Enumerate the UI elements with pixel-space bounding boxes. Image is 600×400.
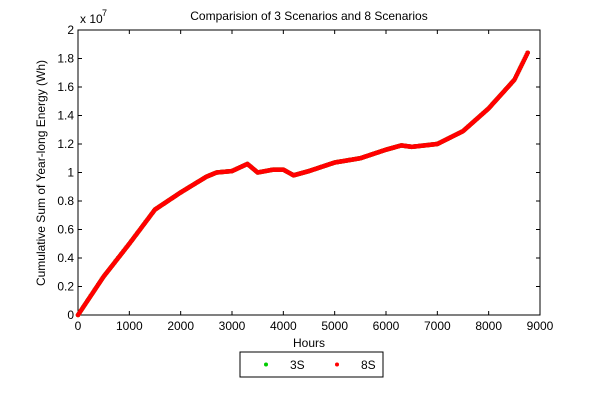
series-8s bbox=[75, 50, 530, 318]
y-exponent-text: 7 bbox=[102, 8, 107, 18]
x-tick-label: 3000 bbox=[219, 319, 246, 333]
series-layer bbox=[75, 50, 530, 318]
y-tick-label: 1.6 bbox=[57, 80, 74, 94]
x-tick-label: 4000 bbox=[270, 319, 297, 333]
y-tick-label: 0.4 bbox=[57, 251, 74, 265]
legend: 3S 8S bbox=[239, 351, 384, 378]
y-tick-label: 0.8 bbox=[57, 194, 74, 208]
data-point bbox=[525, 50, 530, 56]
legend-marker-8s bbox=[335, 362, 339, 367]
chart-title: Comparision of 3 Scenarios and 8 Scenari… bbox=[190, 9, 427, 23]
legend-label-3s: 3S bbox=[290, 358, 305, 372]
legend-box bbox=[239, 351, 384, 378]
y-tick-label: 0.2 bbox=[57, 280, 74, 294]
legend-label-8s: 8S bbox=[361, 358, 376, 372]
y-exponent-label: x 10 7 bbox=[80, 8, 107, 26]
y-tick-label: 1.4 bbox=[57, 109, 74, 123]
x-tick-label: 2000 bbox=[167, 319, 194, 333]
y-tick-label: 0.6 bbox=[57, 223, 74, 237]
x-tick-label: 0 bbox=[75, 319, 82, 333]
y-multiplier-text: x 10 bbox=[80, 12, 103, 26]
x-tick-label: 8000 bbox=[475, 319, 502, 333]
x-axis-label: Hours bbox=[293, 336, 325, 350]
y-tick-label: 1 bbox=[67, 166, 74, 180]
x-tick-label: 5000 bbox=[321, 319, 348, 333]
x-tick-label: 9000 bbox=[527, 319, 554, 333]
y-tick-label: 1.8 bbox=[57, 52, 74, 66]
y-axis-ticks: 0 0.2 0.4 0.6 0.8 1 1.2 1.4 1.6 1.8 2 bbox=[57, 23, 540, 322]
y-tick-label: 2 bbox=[67, 23, 74, 37]
y-tick-label: 0 bbox=[67, 308, 74, 322]
x-tick-label: 7000 bbox=[424, 319, 451, 333]
y-tick-label: 1.2 bbox=[57, 137, 74, 151]
x-tick-label: 6000 bbox=[373, 319, 400, 333]
x-axis-ticks: 0 1000 2000 3000 4000 5000 6000 7000 8000 9000 bbox=[75, 30, 554, 333]
legend-marker-3s bbox=[264, 362, 268, 367]
y-axis-label: Cumulative Sum of Year-long Energy (Wh) bbox=[34, 60, 48, 286]
x-tick-label: 1000 bbox=[116, 319, 143, 333]
